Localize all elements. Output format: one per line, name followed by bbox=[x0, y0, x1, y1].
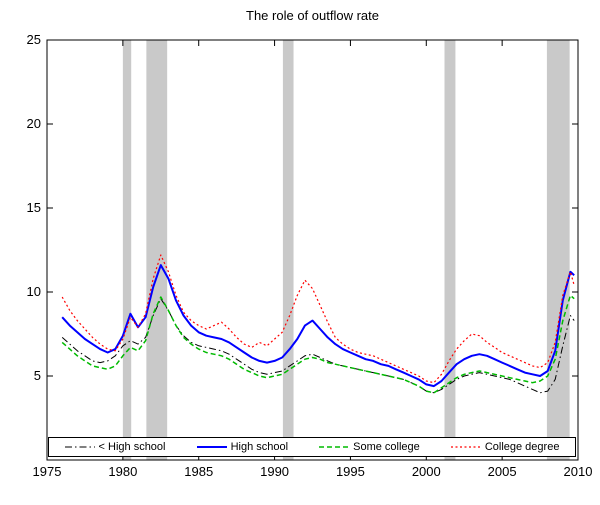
y-tick-label: 20 bbox=[27, 116, 41, 131]
recession-band bbox=[122, 40, 132, 460]
y-tick-label: 10 bbox=[27, 284, 41, 299]
legend-entry-college-degree: College degree bbox=[450, 441, 560, 453]
series-line-college-degree bbox=[61, 254, 575, 384]
series-line-high-school bbox=[61, 264, 575, 388]
x-tick-label: 1985 bbox=[184, 464, 213, 479]
legend-label: < High school bbox=[98, 441, 166, 453]
legend-label: College degree bbox=[484, 441, 560, 453]
series-line-high-school bbox=[61, 298, 575, 394]
recession-band bbox=[546, 40, 570, 460]
legend-label: High school bbox=[230, 441, 289, 453]
recession-band bbox=[146, 40, 168, 460]
legend-line-sample bbox=[450, 446, 481, 448]
series-line-some-college bbox=[61, 294, 575, 394]
legend-line-sample bbox=[196, 446, 227, 448]
x-tick-label: 2010 bbox=[564, 464, 593, 479]
recession-band bbox=[282, 40, 294, 460]
y-tick-label: 5 bbox=[34, 368, 41, 383]
axes-box bbox=[46, 39, 579, 461]
x-tick-label: 1990 bbox=[260, 464, 289, 479]
y-tick-label: 15 bbox=[27, 200, 41, 215]
legend-entry-high-school: < High school bbox=[64, 441, 166, 453]
legend-entry-high-school: High school bbox=[196, 441, 289, 453]
y-tick-label: 25 bbox=[27, 32, 41, 47]
x-tick-label: 1975 bbox=[33, 464, 62, 479]
legend-label: Some college bbox=[353, 441, 420, 453]
x-tick-label: 2005 bbox=[488, 464, 517, 479]
legend-entry-some-college: Some college bbox=[319, 441, 420, 453]
x-tick-label: 1995 bbox=[336, 464, 365, 479]
x-tick-label: 2000 bbox=[412, 464, 441, 479]
chart-title: The role of outflow rate bbox=[246, 8, 379, 23]
x-tick-label: 1980 bbox=[108, 464, 137, 479]
legend: < High school High school Some college Coll… bbox=[48, 437, 576, 457]
recession-band bbox=[444, 40, 456, 460]
legend-line-sample bbox=[64, 446, 95, 448]
legend-line-sample bbox=[319, 446, 350, 448]
